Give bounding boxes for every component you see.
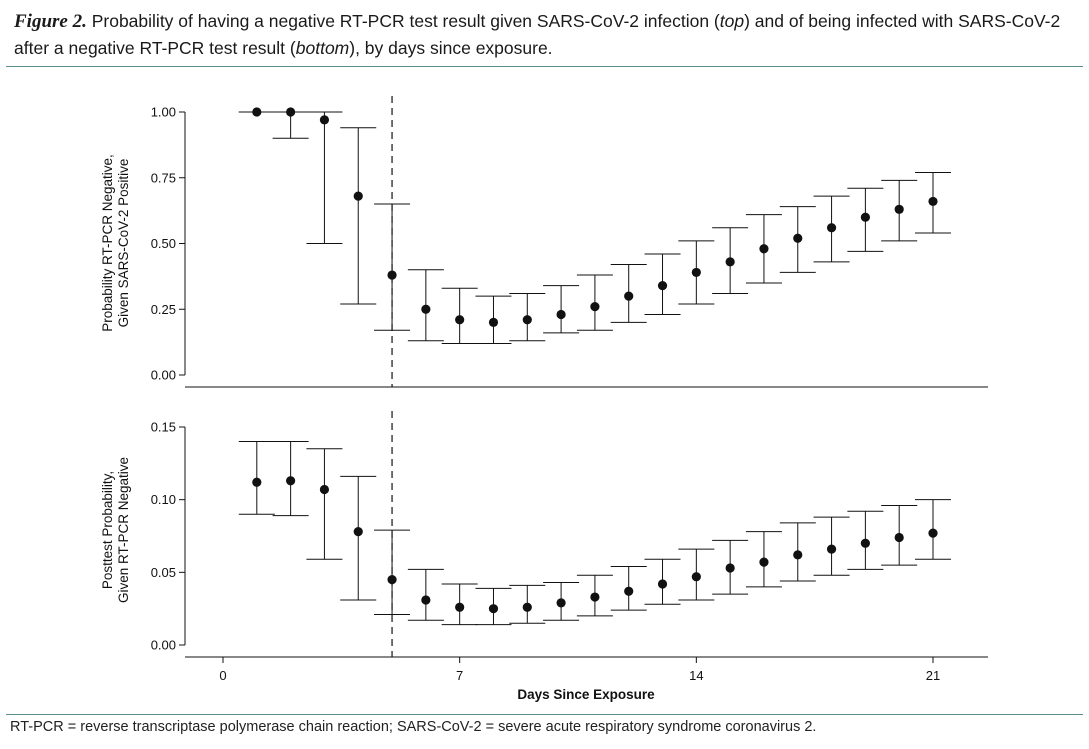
top-data-point bbox=[455, 315, 465, 325]
bottom-data-point bbox=[421, 595, 431, 605]
top-data-point bbox=[353, 191, 363, 201]
top-data-point bbox=[725, 257, 735, 267]
top-data-point bbox=[759, 244, 769, 254]
bottom-xlabel: Days Since Exposure bbox=[517, 687, 655, 702]
bottom-data-point bbox=[488, 604, 499, 614]
top-data-point bbox=[928, 196, 938, 207]
bottom-x-tick-label: 0 bbox=[219, 668, 226, 683]
caption-emphasis-top: top bbox=[719, 11, 745, 31]
bottom-data-point bbox=[759, 557, 769, 567]
bottom-data-point bbox=[522, 602, 532, 612]
bottom-data-point bbox=[252, 477, 262, 487]
top-data-point bbox=[421, 304, 431, 314]
bottom-y-tick-label: 0.00 bbox=[151, 638, 176, 653]
bottom-ylabel-line2: Given RT-PCR Negative bbox=[116, 457, 131, 603]
caption-divider bbox=[6, 66, 1083, 67]
footnote: RT-PCR = reverse transcriptase polymeras… bbox=[10, 719, 817, 735]
bottom-data-point bbox=[353, 527, 363, 537]
bottom-data-point bbox=[928, 528, 938, 538]
top-ylabel-line1: Probability RT-PCR Negative, bbox=[100, 154, 115, 332]
bottom-data-point bbox=[455, 602, 465, 612]
top-data-point bbox=[657, 280, 668, 291]
figure-label: Figure 2. bbox=[14, 11, 87, 32]
bottom-data-point bbox=[826, 544, 837, 554]
bottom-data-point bbox=[793, 550, 803, 560]
top-y-tick-label: 1.00 bbox=[151, 105, 176, 120]
top-data-point bbox=[826, 223, 837, 233]
bottom-data-point bbox=[590, 592, 600, 602]
bottom-data-point bbox=[691, 572, 701, 582]
top-data-point bbox=[590, 302, 600, 312]
footnote-divider bbox=[6, 714, 1083, 715]
top-y-tick-label: 0.25 bbox=[151, 302, 176, 317]
bottom-data-point bbox=[286, 476, 296, 486]
top-data-point bbox=[624, 291, 634, 301]
bottom-y-tick-label: 0.05 bbox=[151, 565, 176, 580]
bottom-x-tick-label: 14 bbox=[689, 668, 703, 683]
bottom-data-point bbox=[319, 484, 330, 495]
top-data-point bbox=[691, 267, 701, 278]
top-y-tick-label: 0.50 bbox=[151, 236, 176, 251]
bottom-x-tick-label: 21 bbox=[926, 668, 940, 683]
top-data-point bbox=[488, 317, 499, 327]
bottom-data-point bbox=[624, 586, 634, 596]
bottom-data-point bbox=[894, 532, 904, 543]
top-data-point bbox=[860, 212, 870, 222]
bottom-y-tick-label: 0.10 bbox=[151, 492, 176, 507]
bottom-data-point bbox=[725, 563, 735, 573]
figure-caption: Figure 2. Probability of having a negati… bbox=[14, 8, 1074, 61]
top-data-point bbox=[286, 107, 296, 117]
top-data-point bbox=[894, 204, 904, 214]
top-data-point bbox=[252, 107, 262, 117]
bottom-data-point bbox=[556, 598, 566, 608]
top-data-point bbox=[793, 233, 803, 243]
caption-emphasis-bottom: bottom bbox=[295, 38, 350, 58]
bottom-data-point bbox=[657, 579, 668, 589]
bottom-data-point bbox=[387, 575, 397, 585]
bottom-ylabel-line1: Posttest Probability, bbox=[100, 471, 115, 589]
caption-text-2: ) and of being infected with SARS-CoV-2 … bbox=[14, 11, 1061, 58]
caption-text-1: Probability of having a negative RT-PCR … bbox=[86, 11, 720, 31]
top-y-tick-label: 0.75 bbox=[151, 170, 176, 185]
bottom-x-tick-label: 7 bbox=[456, 668, 463, 683]
bottom-data-point bbox=[860, 538, 870, 548]
top-y-tick-label: 0.00 bbox=[151, 368, 176, 383]
top-data-point bbox=[522, 315, 532, 325]
caption-text-3: ), by days since exposure. bbox=[349, 38, 553, 58]
top-data-point bbox=[387, 270, 397, 280]
top-ylabel-line2: Given SARS-CoV-2 Positive bbox=[116, 159, 131, 328]
top-data-point bbox=[319, 115, 330, 125]
top-data-point bbox=[556, 309, 566, 320]
bottom-y-tick-label: 0.15 bbox=[151, 420, 176, 435]
